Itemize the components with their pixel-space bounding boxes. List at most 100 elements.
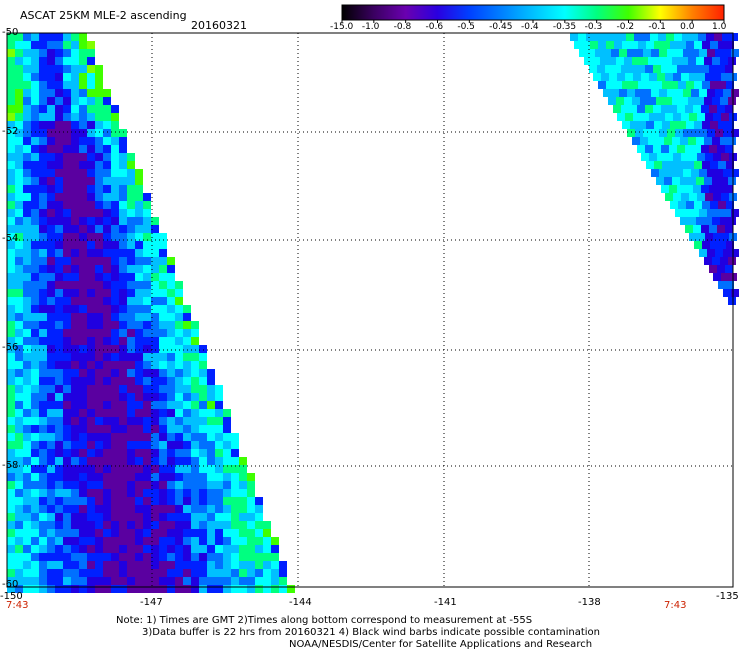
swath-cell [7, 553, 15, 561]
swath-cell [239, 481, 247, 489]
swath-cell [79, 89, 87, 97]
swath-cell [23, 353, 31, 361]
swath-cell [207, 569, 215, 577]
swath-cell [119, 297, 127, 305]
swath-cell [127, 489, 135, 497]
swath-cell [15, 273, 23, 281]
swath-cell [119, 457, 127, 465]
swath-cell [87, 361, 95, 369]
swath-cell [31, 361, 39, 369]
swath-cell [231, 513, 239, 521]
swath-cell [697, 113, 705, 121]
swath-cell [55, 433, 63, 441]
swath-cell [23, 201, 31, 209]
swath-cell [658, 33, 666, 41]
swath-cell [199, 449, 207, 457]
swath-cell [143, 193, 151, 201]
swath-cell [143, 369, 151, 377]
swath-cell [47, 241, 55, 249]
swath-cell [669, 185, 677, 193]
swath-cell [704, 217, 712, 225]
swath-cell [79, 561, 87, 569]
swath-cell [167, 401, 175, 409]
swath-cell [207, 585, 215, 593]
swath-cell [39, 497, 47, 505]
swath-cell [39, 353, 47, 361]
swath-cell [103, 321, 111, 329]
swath-cell [103, 105, 111, 113]
swath-cell [63, 529, 71, 537]
swath-cell [199, 505, 207, 513]
swath-cell [23, 129, 31, 137]
swath-cell [608, 97, 616, 105]
swath-cell [239, 489, 247, 497]
swath-cell [47, 385, 55, 393]
swath-cell [119, 241, 127, 249]
swath-cell [103, 449, 111, 457]
swath-cell [271, 585, 279, 593]
swath-cell [728, 297, 736, 305]
swath-cell [15, 153, 23, 161]
swath-cell [23, 529, 31, 537]
swath-cell [111, 297, 119, 305]
swath-cell [718, 281, 726, 289]
swath-cell [15, 505, 23, 513]
swath-cell [7, 265, 15, 273]
swath-cell [633, 73, 641, 81]
swath-cell [23, 41, 31, 49]
swath-cell [651, 129, 659, 137]
swath-cell [728, 217, 736, 225]
swath-cell [71, 577, 79, 585]
swath-cell [39, 521, 47, 529]
swath-cell [127, 465, 135, 473]
swath-cell [39, 249, 47, 257]
swath-cell [111, 561, 119, 569]
swath-cell [680, 57, 688, 65]
swath-cell [87, 145, 95, 153]
swath-cell [47, 513, 55, 521]
swath-cell [111, 281, 119, 289]
swath-cell [247, 585, 255, 593]
swath-cell [15, 417, 23, 425]
swath-cell [95, 177, 103, 185]
swath-cell [191, 409, 199, 417]
swath-cell [689, 193, 697, 201]
swath-cell [15, 209, 23, 217]
swath-cell [79, 81, 87, 89]
swath-cell [135, 433, 143, 441]
swath-cell [175, 537, 183, 545]
swath-cell [183, 449, 191, 457]
swath-cell [71, 161, 79, 169]
colorbar-label: 0.0 [680, 22, 695, 32]
swath-cell [31, 481, 39, 489]
swath-cell [79, 457, 87, 465]
swath-cell [159, 329, 167, 337]
swath-cell [175, 313, 183, 321]
swath-cell [63, 457, 71, 465]
swath-cell [111, 129, 119, 137]
swath-cell [87, 561, 95, 569]
swath-cell [247, 505, 255, 513]
swath-cell [15, 465, 23, 473]
swath-cell [664, 137, 672, 145]
colorbar-label: -0.35 [552, 22, 577, 32]
swath-cell [63, 193, 71, 201]
swath-cell [659, 169, 667, 177]
swath-cell [143, 513, 151, 521]
swath-cell [15, 185, 23, 193]
swath-cell [215, 537, 223, 545]
swath-cell [641, 73, 649, 81]
swath-cell [7, 153, 15, 161]
swath-cell [39, 481, 47, 489]
swath-cell [39, 489, 47, 497]
swath-cell [159, 521, 167, 529]
swath-cell [710, 201, 718, 209]
swath-cell [79, 529, 87, 537]
swath-cell [640, 137, 648, 145]
swath-cell [79, 313, 87, 321]
swath-cell [39, 41, 47, 49]
swath-cell [247, 553, 255, 561]
swath-cell [103, 129, 111, 137]
swath-cell [23, 577, 31, 585]
swath-cell [39, 217, 47, 225]
